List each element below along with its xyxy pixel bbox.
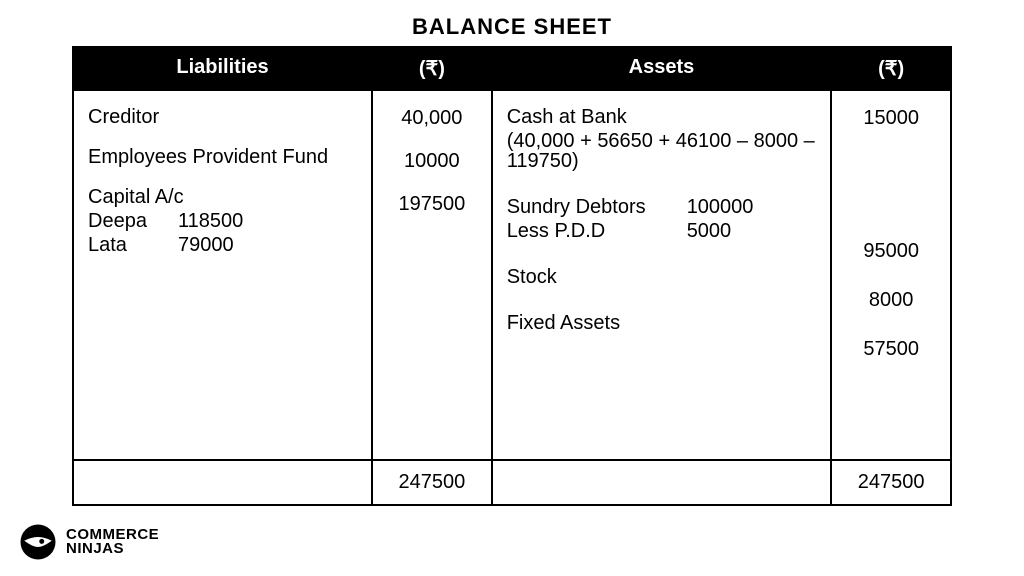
- header-amount-right: (₹): [831, 47, 951, 90]
- fixed-assets-label: Fixed Assets: [507, 313, 817, 333]
- header-liabilities: Liabilities: [73, 47, 372, 90]
- partner-row: Lata 79000: [88, 235, 357, 255]
- debtors-value: 100000: [687, 197, 777, 217]
- liabilities-cell: Creditor Employees Provident Fund Capita…: [73, 90, 372, 460]
- capital-amount: 197500: [383, 193, 481, 216]
- ninja-icon: [18, 522, 58, 562]
- cash-label: Cash at Bank: [507, 107, 817, 127]
- cash-amount: 15000: [842, 107, 940, 130]
- total-assets-blank: [492, 460, 832, 505]
- partner-row: Deepa 118500: [88, 211, 357, 231]
- pdd-value: 5000: [687, 221, 777, 241]
- total-liab-blank: [73, 460, 372, 505]
- brand-text: COMMERCE NINJAS: [66, 528, 159, 557]
- page-title: BALANCE SHEET: [0, 0, 1024, 46]
- creditor-amount: 40,000: [383, 107, 481, 130]
- brand-logo: COMMERCE NINJAS: [18, 522, 159, 562]
- assets-amounts-cell: 15000 95000 8000 57500: [831, 90, 951, 460]
- liabilities-amounts-cell: 40,000 10000 197500: [372, 90, 492, 460]
- total-assets: 247500: [831, 460, 951, 505]
- total-liabilities: 247500: [372, 460, 492, 505]
- assets-cell: Cash at Bank (40,000 + 56650 + 46100 – 8…: [492, 90, 832, 460]
- partner-name: Lata: [88, 235, 178, 255]
- pdd-row: Less P.D.D 5000: [507, 221, 817, 241]
- header-assets: Assets: [492, 47, 832, 90]
- stock-label: Stock: [507, 267, 817, 287]
- cash-working: (40,000 + 56650 + 46100 – 8000 – 119750): [507, 131, 817, 171]
- stock-amount: 8000: [842, 289, 940, 312]
- partner-value: 79000: [178, 235, 258, 255]
- epf-label: Employees Provident Fund: [88, 147, 357, 167]
- debtors-row: Sundry Debtors 100000: [507, 197, 817, 217]
- partner-value: 118500: [178, 211, 258, 231]
- pdd-label: Less P.D.D: [507, 221, 687, 241]
- brand-line2: NINJAS: [66, 542, 159, 556]
- epf-amount: 10000: [383, 150, 481, 173]
- debtors-label: Sundry Debtors: [507, 197, 687, 217]
- capital-label: Capital A/c: [88, 187, 357, 207]
- debtors-net-amount: 95000: [842, 240, 940, 263]
- body-row: Creditor Employees Provident Fund Capita…: [73, 90, 951, 460]
- fixed-assets-amount: 57500: [842, 338, 940, 361]
- header-amount-left: (₹): [372, 47, 492, 90]
- partner-name: Deepa: [88, 211, 178, 231]
- balance-sheet-table: Liabilities (₹) Assets (₹) Creditor Empl…: [72, 46, 952, 506]
- totals-row: 247500 247500: [73, 460, 951, 505]
- header-row: Liabilities (₹) Assets (₹): [73, 47, 951, 90]
- creditor-label: Creditor: [88, 107, 357, 127]
